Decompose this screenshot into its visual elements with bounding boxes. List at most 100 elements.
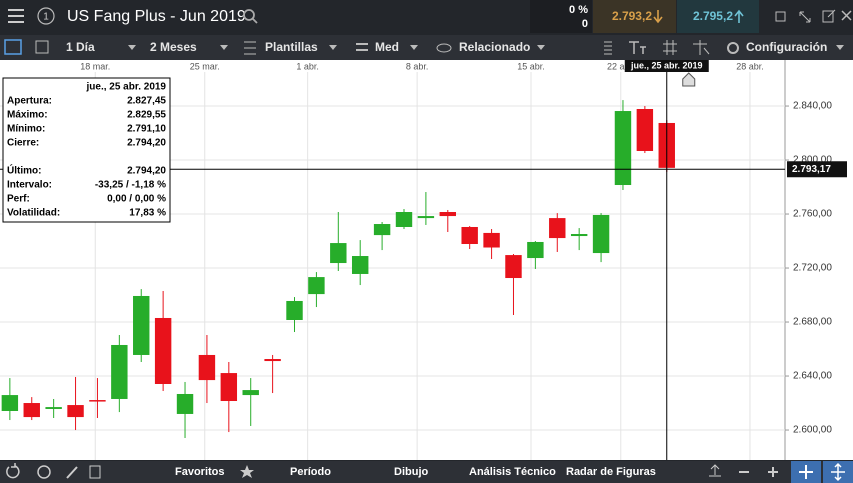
info-label: Perf: — [7, 194, 30, 205]
dropdown-arrow — [220, 45, 228, 50]
info-label: Intervalo: — [7, 180, 52, 191]
candle-body — [527, 241, 544, 259]
study-menu[interactable]: Med — [375, 40, 399, 54]
candle-body — [373, 224, 391, 236]
candle-body — [351, 256, 369, 274]
x-tick-label: 28 abr. — [736, 61, 764, 71]
crosshair-icon[interactable] — [663, 40, 677, 55]
info-value: 2.829,55 — [127, 110, 166, 121]
dropdown-arrow — [329, 45, 337, 50]
cursor-icon[interactable] — [693, 40, 710, 55]
ask-price[interactable]: 2.795,2 — [693, 9, 733, 23]
dropdown-arrow — [537, 45, 545, 50]
expand-icon[interactable] — [799, 11, 811, 23]
favorites-menu[interactable]: Favoritos — [175, 466, 225, 478]
crosshair-toggle-icon — [799, 465, 813, 479]
period-menu[interactable]: Período — [290, 466, 331, 478]
info-label: Volatilidad: — [7, 208, 60, 219]
candle-body — [176, 393, 194, 414]
info-panel: jue., 25 abr. 2019 Apertura: 2.827,45 Máxi… — [2, 77, 171, 223]
dropdown-arrow — [410, 45, 418, 50]
star-icon[interactable] — [240, 465, 254, 478]
fit-icon[interactable] — [709, 464, 721, 477]
bid-price[interactable]: 2.793,2 — [612, 9, 652, 23]
x-tick-label: 1 abr. — [296, 61, 319, 71]
interval-select[interactable]: 1 Día — [66, 40, 95, 54]
resize-toggle-icon — [831, 462, 845, 482]
zoom-in[interactable] — [768, 467, 778, 477]
instrument-title[interactable]: US Fang Plus - Jun 2019 — [67, 8, 246, 25]
related-menu[interactable]: Relacionado — [459, 40, 530, 54]
no-icon[interactable] — [37, 465, 51, 479]
crosshair-date-box — [624, 60, 709, 72]
change-box — [530, 0, 592, 33]
badge-circle — [37, 7, 55, 25]
bid-box[interactable] — [593, 0, 676, 33]
pencil-icon[interactable] — [66, 466, 78, 479]
candle-body — [89, 400, 106, 402]
badge: 1 — [43, 12, 49, 23]
candle-body — [111, 344, 128, 399]
related-icon — [436, 43, 452, 53]
layout-icon[interactable] — [775, 11, 786, 22]
templates-menu[interactable]: Plantillas — [265, 40, 318, 54]
popout-icon[interactable] — [822, 9, 836, 23]
candle-body — [45, 407, 62, 409]
candle-body — [154, 317, 172, 384]
candle-body — [592, 214, 610, 254]
candle-body — [67, 405, 84, 418]
candle-body — [549, 218, 566, 239]
candle-body — [242, 390, 259, 396]
settings-icon[interactable] — [727, 42, 739, 54]
last-price-box — [787, 161, 847, 178]
info-label: Último: — [7, 164, 41, 177]
last-price-label: 2.793,17 — [792, 164, 831, 175]
footer — [0, 461, 853, 483]
info-value: 0,00 / 0,00 % — [107, 194, 166, 205]
candle-body — [198, 354, 216, 381]
refresh-icon[interactable] — [6, 463, 20, 479]
drawing-menu[interactable]: Dibujo — [394, 466, 428, 478]
templates-icon — [244, 41, 256, 55]
info-box — [2, 77, 171, 223]
ask-box[interactable] — [677, 0, 759, 33]
info-value: 2.794,20 — [127, 138, 166, 149]
info-label: Cierre: — [7, 138, 39, 149]
menu-icon[interactable] — [8, 9, 24, 23]
candle-body — [439, 212, 457, 217]
x-tick-label: 8 abr. — [406, 61, 429, 71]
list-icon[interactable] — [4, 39, 22, 55]
candle-body — [1, 395, 19, 411]
candle-body — [417, 216, 435, 219]
info-value: 2.791,10 — [127, 124, 166, 135]
technical-menu[interactable]: Análisis Técnico — [469, 466, 556, 478]
info-value: 17,83 % — [129, 208, 166, 219]
trash-icon[interactable] — [89, 465, 101, 479]
candle-body — [133, 295, 150, 355]
candle-body — [636, 109, 654, 151]
candle-body — [505, 255, 522, 279]
y-tick-label: 2.800,00 — [793, 155, 832, 166]
info-label: Mínimo: — [7, 124, 45, 135]
x-tick-label: 25 mar. — [190, 61, 220, 71]
candle-body — [286, 300, 303, 321]
text-icon[interactable] — [629, 41, 646, 54]
info-date: jue., 25 abr. 2019 — [86, 82, 167, 93]
candle-body — [614, 111, 632, 186]
settings-menu[interactable]: Configuración — [746, 40, 827, 54]
search-icon[interactable] — [243, 9, 258, 24]
grid-icon[interactable] — [35, 40, 49, 54]
info-label: Apertura: — [7, 96, 52, 107]
candle-body — [330, 243, 347, 264]
x-tick-label: 22 abr. — [607, 61, 635, 71]
dropdown-arrow — [836, 45, 844, 50]
info-value: -33,25 / -1,18 % — [95, 180, 166, 191]
scale-icon[interactable] — [604, 41, 612, 55]
close-icon[interactable] — [841, 10, 852, 21]
candle-body — [483, 232, 500, 248]
patterns-menu[interactable]: Radar de Figuras — [566, 466, 656, 478]
candle-body — [308, 277, 325, 295]
y-tick-label: 2.680,00 — [793, 317, 832, 328]
range-select[interactable]: 2 Meses — [150, 40, 197, 54]
y-tick-label: 2.640,00 — [793, 371, 832, 382]
